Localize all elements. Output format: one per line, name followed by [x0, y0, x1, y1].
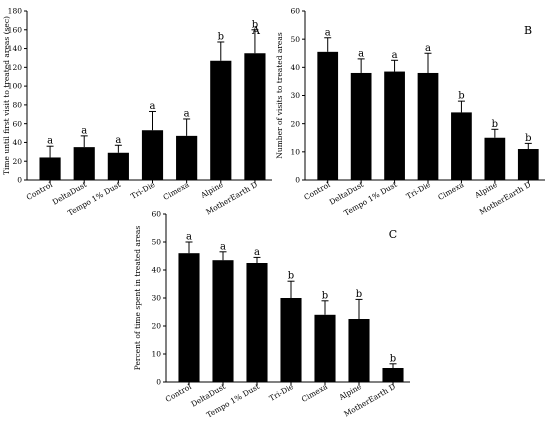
significance-letter: b	[390, 353, 396, 364]
significance-letter: a	[115, 135, 121, 146]
bar	[244, 53, 266, 180]
y-tick-label: 0	[156, 378, 161, 387]
bar	[280, 298, 302, 382]
y-tick-label: 20	[151, 322, 161, 331]
y-tick-label: 40	[12, 138, 22, 147]
y-tick-label: 60	[151, 210, 161, 219]
significance-letter: b	[288, 271, 294, 282]
significance-letter: b	[218, 31, 224, 42]
y-tick-label: 20	[290, 119, 300, 128]
y-tick-label: 120	[8, 63, 23, 72]
panel-label: A	[251, 24, 261, 37]
bar	[314, 314, 336, 382]
significance-letter: a	[220, 241, 226, 252]
significance-letter: b	[458, 91, 464, 102]
y-tick-label: 140	[8, 44, 23, 53]
category-label: Cimexa	[300, 382, 330, 404]
y-tick-label: 60	[290, 7, 300, 16]
bar	[73, 147, 95, 180]
bar	[178, 253, 200, 382]
significance-letter: a	[325, 27, 331, 38]
y-tick-label: 30	[290, 91, 300, 100]
y-axis-title: Percent of time spent in treated areas	[133, 226, 142, 371]
bar	[417, 72, 439, 180]
significance-letter: a	[358, 48, 364, 59]
significance-letter: a	[186, 232, 192, 243]
bar	[350, 72, 372, 180]
bar	[317, 51, 339, 180]
bar	[210, 60, 232, 181]
y-tick-label: 160	[8, 25, 23, 34]
bar	[484, 137, 506, 180]
y-tick-label: 60	[12, 119, 22, 128]
y-axis-title: Number of visits to treated areas	[275, 32, 284, 159]
significance-letter: b	[492, 119, 498, 130]
y-tick-label: 50	[151, 238, 161, 247]
significance-letter: b	[356, 289, 362, 300]
significance-letter: b	[252, 19, 258, 30]
y-tick-label: 30	[151, 294, 161, 303]
panel-b: 0 10 20 30 40 50 60 Number of visits to treated…	[275, 7, 545, 218]
bar	[176, 135, 198, 180]
significance-letter: b	[322, 290, 328, 301]
bar	[212, 260, 234, 382]
bar	[382, 368, 404, 382]
category-label: Tri-Die	[405, 180, 433, 201]
bar	[141, 130, 164, 180]
y-tick-label: 180	[8, 7, 23, 16]
category-label: Alpine	[198, 180, 225, 201]
significance-letter: a	[184, 108, 190, 119]
y-tick-label: 10	[151, 350, 161, 359]
y-tick-label: 10	[290, 147, 300, 156]
category-label: Tri-Die	[268, 382, 296, 403]
bar	[39, 157, 61, 180]
category-label: Cimexa	[436, 180, 466, 202]
significance-letter: b	[525, 133, 531, 144]
y-tick-label: 80	[12, 100, 22, 109]
panel-c: 0 10 20 30 40 50 60 Percent of time spent in tr…	[133, 210, 410, 420]
significance-letter: a	[150, 101, 156, 112]
bar	[246, 263, 268, 382]
bar	[451, 112, 472, 180]
y-tick-label: 40	[151, 266, 161, 275]
bar	[517, 149, 539, 180]
bar	[384, 71, 405, 180]
y-tick-label: 100	[8, 82, 23, 91]
significance-letter: a	[81, 125, 87, 136]
panel-label: B	[524, 24, 532, 37]
category-label: Cimexa	[162, 180, 192, 202]
y-tick-label: 40	[290, 63, 300, 72]
category-label: Tri-Die	[129, 180, 157, 201]
bar	[348, 319, 370, 382]
significance-letter: a	[392, 50, 398, 61]
y-axis-title: Time until first visit to treated areas …	[2, 16, 11, 175]
panel-label: C	[389, 228, 397, 241]
significance-letter: a	[254, 247, 260, 258]
category-label: Alpine	[337, 382, 364, 403]
y-tick-label: 50	[290, 35, 300, 44]
y-tick-label: 20	[12, 157, 22, 166]
y-tick-label: 0	[295, 176, 300, 185]
significance-letter: a	[425, 43, 431, 54]
significance-letter: a	[47, 136, 53, 147]
bar	[107, 152, 129, 180]
y-tick-label: 0	[17, 176, 22, 185]
category-label: Alpine	[472, 180, 499, 201]
